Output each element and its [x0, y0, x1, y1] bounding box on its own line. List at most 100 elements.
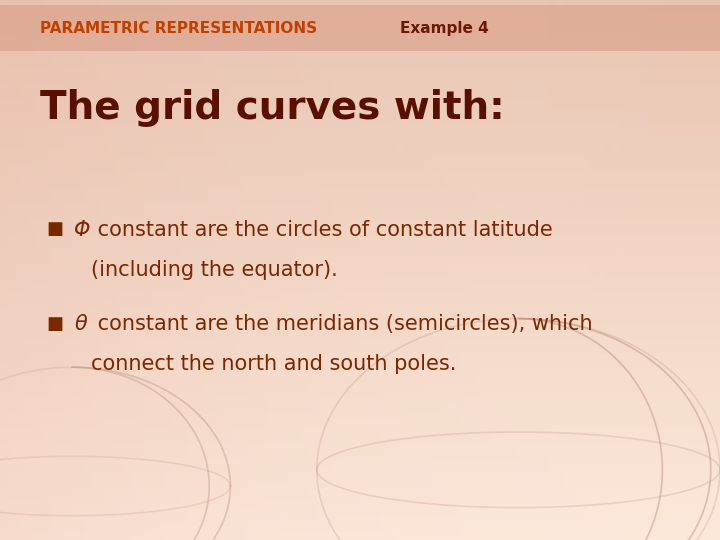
- Bar: [130, 0, 137, 540]
- Bar: [0, 171, 720, 173]
- Bar: [0, 36, 720, 38]
- Bar: [0, 16, 720, 18]
- Bar: [634, 0, 641, 540]
- Bar: [0, 7, 720, 9]
- Bar: [0, 25, 720, 27]
- Bar: [346, 0, 353, 540]
- Bar: [0, 464, 720, 466]
- Bar: [0, 39, 720, 42]
- Bar: [0, 525, 720, 528]
- Bar: [0, 79, 720, 81]
- Bar: [0, 147, 720, 150]
- Bar: [0, 336, 720, 339]
- Bar: [259, 0, 266, 540]
- Bar: [0, 0, 7, 540]
- Bar: [14, 0, 22, 540]
- Bar: [0, 509, 720, 511]
- Bar: [86, 0, 94, 540]
- Bar: [0, 153, 720, 155]
- Bar: [94, 0, 101, 540]
- Bar: [0, 301, 720, 302]
- Bar: [0, 151, 720, 153]
- Bar: [0, 139, 720, 140]
- Bar: [432, 0, 439, 540]
- Bar: [0, 106, 720, 108]
- Bar: [0, 245, 720, 247]
- Bar: [0, 477, 720, 479]
- Bar: [0, 493, 720, 495]
- Bar: [0, 59, 720, 61]
- Bar: [43, 0, 50, 540]
- Bar: [0, 306, 720, 308]
- Bar: [0, 61, 720, 63]
- Bar: [0, 63, 720, 65]
- Bar: [0, 281, 720, 282]
- Bar: [547, 0, 554, 540]
- Bar: [0, 326, 720, 328]
- Bar: [0, 9, 720, 11]
- Bar: [504, 0, 511, 540]
- Bar: [0, 488, 720, 490]
- Bar: [0, 369, 720, 371]
- Bar: [0, 475, 720, 477]
- Bar: [425, 0, 432, 540]
- Bar: [230, 0, 238, 540]
- Bar: [0, 383, 720, 385]
- Bar: [0, 481, 720, 482]
- Bar: [0, 259, 720, 261]
- Bar: [0, 292, 720, 293]
- Bar: [122, 0, 130, 540]
- Bar: [194, 0, 202, 540]
- Bar: [0, 342, 720, 344]
- Bar: [353, 0, 360, 540]
- Bar: [0, 77, 720, 79]
- Bar: [382, 0, 389, 540]
- Bar: [619, 0, 626, 540]
- Bar: [0, 437, 720, 439]
- Bar: [0, 31, 720, 32]
- Bar: [0, 130, 720, 131]
- Bar: [0, 346, 720, 347]
- Bar: [0, 54, 720, 56]
- Bar: [0, 92, 720, 93]
- Text: Example 4: Example 4: [400, 21, 488, 36]
- Bar: [0, 282, 720, 285]
- Bar: [0, 103, 720, 104]
- Bar: [0, 70, 720, 72]
- Bar: [0, 502, 720, 504]
- Bar: [0, 339, 720, 340]
- Bar: [0, 250, 720, 252]
- Bar: [0, 410, 720, 412]
- Bar: [0, 50, 720, 52]
- Bar: [0, 309, 720, 312]
- Bar: [0, 380, 720, 382]
- Bar: [0, 533, 720, 535]
- Bar: [0, 430, 720, 432]
- Bar: [0, 212, 720, 214]
- Bar: [0, 160, 720, 162]
- Bar: [0, 180, 720, 182]
- Bar: [58, 0, 65, 540]
- Bar: [223, 0, 230, 540]
- Bar: [0, 45, 720, 47]
- Bar: [0, 331, 720, 333]
- Bar: [0, 83, 720, 85]
- Bar: [0, 194, 720, 196]
- Bar: [0, 214, 720, 216]
- Bar: [317, 0, 324, 540]
- Bar: [0, 482, 720, 484]
- Bar: [0, 448, 720, 450]
- Bar: [0, 299, 720, 301]
- Bar: [475, 0, 482, 540]
- Bar: [0, 528, 720, 529]
- Bar: [0, 387, 720, 389]
- Bar: [0, 126, 720, 128]
- Bar: [0, 308, 720, 309]
- Bar: [0, 204, 720, 205]
- Bar: [101, 0, 108, 540]
- Bar: [0, 479, 720, 481]
- Bar: [79, 0, 86, 540]
- Bar: [0, 123, 720, 124]
- Text: (including the equator).: (including the equator).: [91, 260, 338, 280]
- Bar: [0, 508, 720, 509]
